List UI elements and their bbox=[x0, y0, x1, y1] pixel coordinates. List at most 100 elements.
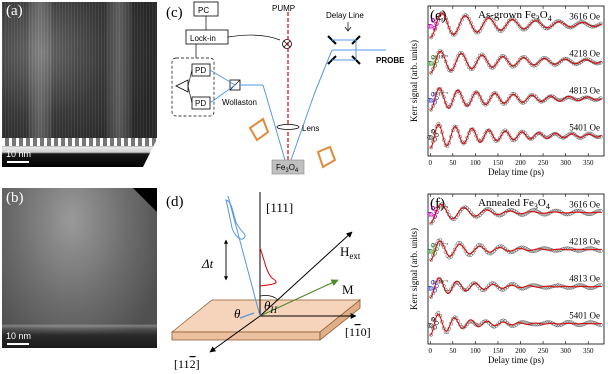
series-label: 4218 Oe bbox=[569, 237, 600, 247]
data-point bbox=[595, 248, 600, 253]
data-point bbox=[537, 20, 542, 25]
chart-title: Annealed Fe3O4 bbox=[478, 197, 550, 211]
pc-label: PC bbox=[198, 6, 209, 15]
data-point-early bbox=[430, 92, 436, 97]
data-point bbox=[440, 50, 444, 54]
data-point-early bbox=[430, 280, 436, 285]
series-points bbox=[427, 310, 603, 337]
data-point-early bbox=[430, 18, 436, 23]
data-point bbox=[463, 13, 468, 18]
data-point bbox=[524, 56, 529, 61]
data-point bbox=[519, 129, 524, 134]
lens bbox=[276, 124, 300, 130]
data-point bbox=[490, 66, 495, 70]
magnetization-arrow bbox=[259, 279, 339, 317]
delta-t-label: Δt bbox=[201, 256, 214, 271]
fit-line bbox=[430, 50, 602, 74]
data-point bbox=[528, 209, 533, 213]
panel-label: (e) bbox=[430, 8, 447, 24]
data-point bbox=[436, 87, 441, 92]
x-tick-label: 300 bbox=[560, 159, 571, 167]
data-point-early bbox=[429, 286, 434, 291]
data-point bbox=[494, 24, 498, 29]
x-axis-label: Delay time (ps) bbox=[488, 167, 544, 177]
fit-line bbox=[429, 240, 602, 262]
data-point bbox=[449, 102, 453, 107]
data-point-early bbox=[427, 249, 432, 254]
x-tick-label: 350 bbox=[583, 347, 594, 355]
data-point bbox=[570, 285, 574, 290]
data-point bbox=[436, 121, 441, 126]
x-tick-label: 150 bbox=[493, 159, 504, 167]
data-point bbox=[553, 96, 558, 101]
data-point bbox=[445, 104, 450, 109]
data-point bbox=[496, 322, 500, 327]
data-point bbox=[515, 96, 520, 100]
data-point bbox=[497, 97, 502, 102]
lockin-label: Lock-in bbox=[190, 34, 216, 43]
data-point bbox=[496, 59, 500, 63]
data-point bbox=[438, 238, 443, 243]
data-point bbox=[508, 323, 513, 328]
data-point-early bbox=[427, 98, 432, 103]
probe-ray bbox=[227, 195, 261, 317]
y-tick-label: 1×10⁻⁵ bbox=[432, 92, 448, 98]
data-point bbox=[472, 129, 477, 134]
data-point bbox=[474, 133, 479, 138]
data-point bbox=[487, 63, 491, 67]
data-point bbox=[450, 317, 455, 322]
sample-block bbox=[271, 159, 305, 175]
data-point bbox=[461, 287, 466, 292]
setup-schematic: (c) PC Lock-in PD PD Wollaston PUMP Dela… bbox=[166, 1, 405, 175]
panel-label-c: (c) bbox=[166, 5, 183, 21]
data-point bbox=[474, 215, 479, 219]
data-point bbox=[579, 136, 583, 140]
data-point bbox=[535, 209, 540, 214]
data-point bbox=[573, 284, 578, 288]
theta-label: θ bbox=[234, 306, 241, 321]
plot-frame bbox=[427, 5, 605, 157]
data-point bbox=[584, 211, 589, 216]
data-point bbox=[440, 10, 444, 15]
y-tick-label: 0 bbox=[432, 129, 435, 135]
data-point bbox=[506, 60, 511, 65]
scale-bar-b bbox=[7, 343, 29, 345]
data-point-early bbox=[430, 206, 436, 211]
data-point bbox=[452, 281, 457, 286]
data-point bbox=[429, 107, 434, 112]
data-point bbox=[580, 58, 585, 63]
data-point bbox=[497, 136, 502, 140]
data-point bbox=[508, 135, 513, 140]
data-point bbox=[535, 61, 540, 66]
data-point bbox=[586, 131, 591, 136]
data-point-early bbox=[429, 212, 434, 217]
title-sub2: 4 bbox=[546, 202, 550, 211]
data-point-early bbox=[432, 288, 437, 293]
y-tick-label: 1×10⁻⁵ bbox=[432, 280, 448, 286]
data-point bbox=[517, 58, 522, 62]
data-point-early bbox=[429, 24, 434, 29]
title-sub2: 4 bbox=[548, 14, 552, 23]
data-point bbox=[505, 22, 509, 26]
series-label: 3616 Oe bbox=[569, 12, 600, 22]
data-point bbox=[461, 245, 466, 250]
x-tick-label: 0 bbox=[429, 159, 433, 167]
data-point bbox=[488, 130, 493, 135]
data-point bbox=[452, 315, 457, 320]
data-point bbox=[458, 91, 462, 95]
title-sub: 3 bbox=[536, 14, 540, 23]
data-point-early bbox=[429, 135, 434, 140]
data-point bbox=[552, 284, 556, 288]
data-point-early bbox=[429, 61, 434, 66]
scale-text-b: 10 nm bbox=[6, 331, 32, 341]
panel-label-d: (d) bbox=[166, 194, 184, 210]
data-point-early bbox=[429, 98, 434, 103]
data-point bbox=[506, 132, 511, 137]
data-point bbox=[496, 213, 500, 218]
data-point-early bbox=[427, 323, 432, 328]
corner-mask bbox=[133, 188, 157, 212]
grain-boundary-right bbox=[106, 2, 132, 142]
data-point-early bbox=[430, 129, 436, 134]
data-point bbox=[526, 136, 531, 140]
data-point bbox=[524, 133, 529, 138]
